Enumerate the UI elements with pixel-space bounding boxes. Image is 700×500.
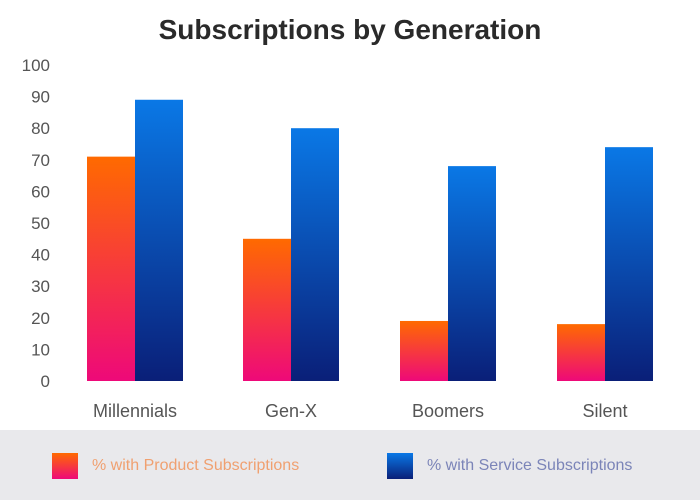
x-tick-label: Silent bbox=[582, 401, 627, 421]
legend-label-product: % with Product Subscriptions bbox=[92, 457, 300, 474]
legend-swatch-service bbox=[387, 453, 413, 479]
bar-service-silent bbox=[605, 147, 653, 381]
bar-product-millennials bbox=[87, 156, 135, 381]
legend: % with Product Subscriptions % with Serv… bbox=[0, 430, 700, 500]
x-tick-label: Boomers bbox=[412, 401, 484, 421]
x-axis: Millennials Gen-X Boomers Silent bbox=[93, 401, 628, 421]
bar-service-boomers bbox=[448, 166, 496, 381]
y-tick-label: 40 bbox=[31, 246, 50, 265]
y-tick-label: 100 bbox=[22, 56, 50, 75]
legend-label-service: % with Service Subscriptions bbox=[427, 457, 633, 474]
legend-item-product: % with Product Subscriptions bbox=[52, 453, 299, 479]
y-tick-label: 60 bbox=[31, 182, 50, 201]
y-tick-label: 80 bbox=[31, 119, 50, 138]
y-tick-label: 0 bbox=[41, 372, 50, 391]
y-tick-label: 30 bbox=[31, 277, 50, 296]
y-tick-label: 20 bbox=[31, 309, 50, 328]
x-tick-label: Millennials bbox=[93, 401, 177, 421]
legend-item-service: % with Service Subscriptions bbox=[387, 453, 632, 479]
bar-product-boomers bbox=[400, 320, 448, 381]
bar-service-gen-x bbox=[291, 128, 339, 381]
y-axis: 0 10 20 30 40 50 60 70 80 90 100 bbox=[22, 56, 50, 391]
y-tick-label: 10 bbox=[31, 340, 50, 359]
bar-service-millennials bbox=[135, 99, 183, 381]
bar-product-silent bbox=[557, 324, 605, 381]
bars-group bbox=[87, 99, 653, 381]
y-tick-label: 90 bbox=[31, 88, 50, 107]
chart-plot: 0 10 20 30 40 50 60 70 80 90 100 Millennials Gen-X B… bbox=[22, 56, 653, 421]
chart-title: Subscriptions by Generation bbox=[158, 14, 542, 45]
bar-product-gen-x bbox=[243, 238, 291, 381]
legend-swatch-product bbox=[52, 453, 78, 479]
y-tick-label: 50 bbox=[31, 214, 50, 233]
y-tick-label: 70 bbox=[31, 151, 50, 170]
x-tick-label: Gen-X bbox=[265, 401, 317, 421]
